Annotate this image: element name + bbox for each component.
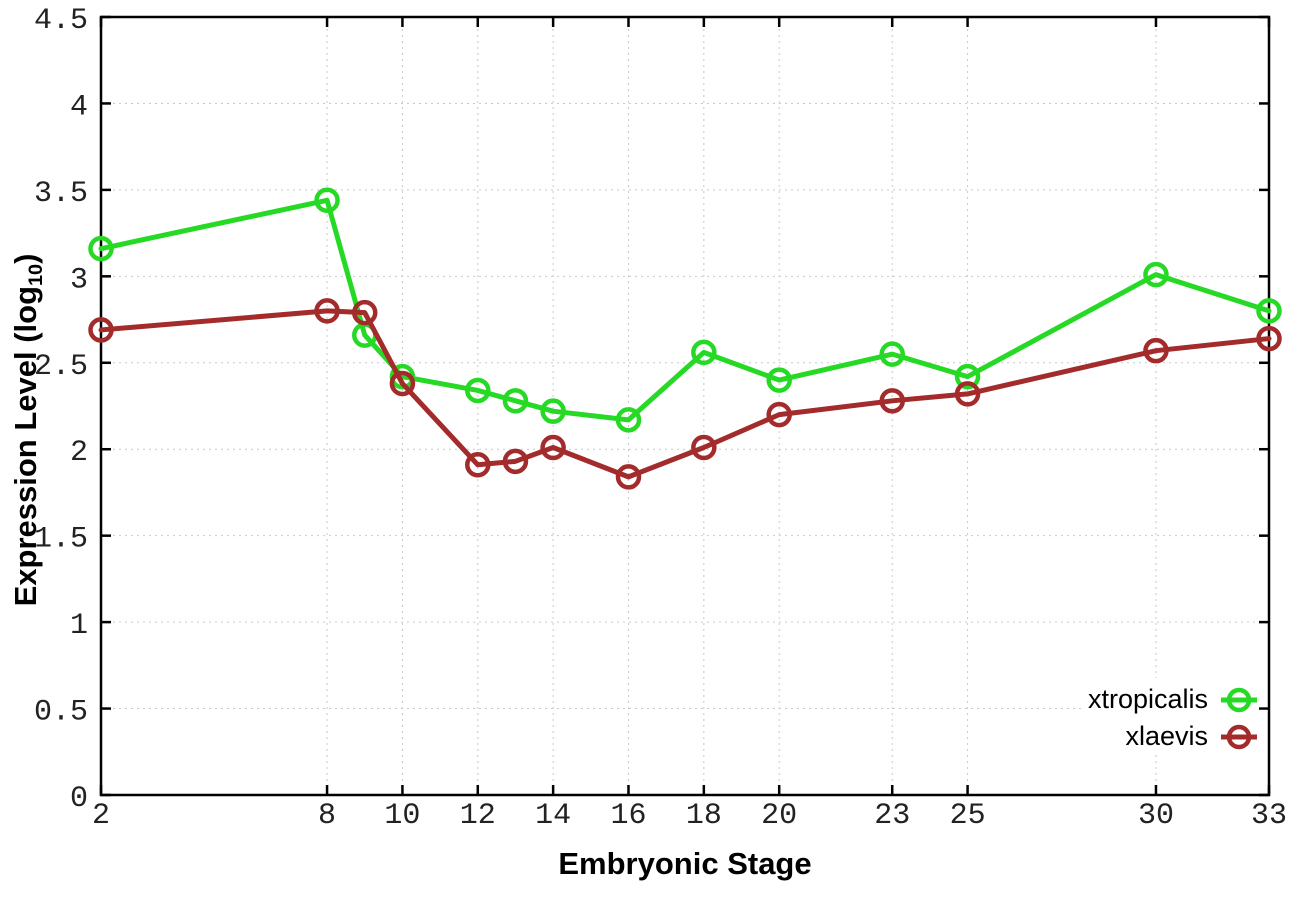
data-point-xtropicalis-stage-18: [691, 339, 717, 366]
data-point-xlaevis-stage-14: [540, 434, 566, 461]
y-axis-title-close: ): [8, 253, 44, 264]
y-axis-title-subscript: 10: [24, 263, 47, 286]
data-point-xtropicalis-stage-33: [1256, 298, 1282, 324]
svg-text:30: 30: [1138, 799, 1174, 833]
svg-text:2.5: 2.5: [34, 350, 88, 384]
data-point-xtropicalis-stage-13: [502, 388, 529, 414]
data-point-xtropicalis-stage-16: [615, 407, 642, 433]
svg-text:10: 10: [384, 799, 420, 833]
data-point-xlaevis-stage-12: [465, 452, 491, 478]
series-xlaevis: [88, 298, 1282, 490]
svg-text:4.5: 4.5: [34, 4, 88, 38]
data-point-xtropicalis-stage-23: [879, 341, 905, 367]
svg-text:18: 18: [686, 799, 722, 833]
tick-marks: [99, 15, 1271, 797]
data-point-xlaevis-stage-23: [879, 388, 905, 414]
data-point-xtropicalis-stage-20: [766, 367, 792, 393]
svg-text:14: 14: [535, 799, 571, 833]
svg-text:3: 3: [70, 263, 88, 297]
data-point-xtropicalis-stage-8: [314, 187, 340, 214]
svg-text:3.5: 3.5: [34, 177, 88, 211]
legend: xtropicalis xlaevis: [1088, 681, 1258, 755]
svg-text:8: 8: [318, 799, 336, 833]
svg-text:4: 4: [70, 90, 88, 124]
data-point-xlaevis-stage-10: [389, 370, 416, 397]
svg-text:1: 1: [70, 609, 88, 643]
svg-text:12: 12: [460, 799, 496, 833]
svg-text:20: 20: [761, 799, 797, 833]
svg-text:2: 2: [92, 799, 110, 833]
data-point-xlaevis-stage-9: [351, 299, 378, 326]
series-line-xtropicalis: [98, 197, 1272, 423]
data-point-xlaevis-stage-8: [314, 298, 340, 324]
data-point-xlaevis-stage-33: [1256, 325, 1282, 352]
data-point-xtropicalis-stage-30: [1143, 261, 1169, 288]
data-point-xlaevis-stage-13: [502, 448, 529, 475]
data-point-xtropicalis-stage-25: [954, 363, 981, 390]
svg-text:23: 23: [874, 799, 910, 833]
x-axis-title: Embryonic Stage: [558, 846, 812, 881]
x-tick-labels: 2 8 10 12 14 16 18 20 23 25 30 33: [92, 799, 1287, 833]
svg-text:1.5: 1.5: [34, 523, 88, 557]
data-point-xtropicalis-stage-14: [540, 398, 566, 424]
y-axis-title-text: Expression Level (log: [8, 285, 44, 607]
legend-label-xlaevis: xlaevis: [1125, 721, 1208, 751]
data-point-xtropicalis-stage-12: [465, 377, 491, 404]
legend-label-xtropicalis: xtropicalis: [1087, 684, 1208, 714]
data-point-xtropicalis-stage-2: [88, 235, 114, 262]
y-tick-labels: 0 0.5 1 1.5 2 2.5 3 3.5 4 4.5: [34, 4, 88, 816]
plot-border: [99, 15, 1271, 797]
legend-item-xtropicalis: xtropicalis: [1088, 681, 1258, 718]
data-point-xlaevis-stage-18: [691, 434, 717, 461]
data-point-xlaevis-stage-2: [88, 317, 114, 343]
data-point-xlaevis-stage-30: [1143, 337, 1169, 364]
data-point-xlaevis-stage-20: [766, 401, 792, 428]
svg-text:2: 2: [70, 436, 88, 470]
svg-text:0: 0: [70, 782, 88, 816]
legend-item-xlaevis: xlaevis: [1088, 718, 1258, 755]
grid-lines: [101, 17, 1269, 795]
series-line-xlaevis: [98, 308, 1272, 480]
data-point-xlaevis-stage-16: [615, 464, 642, 490]
svg-text:25: 25: [950, 799, 986, 833]
data-point-xlaevis-stage-25: [954, 381, 981, 407]
legend-line-circle-icon: [1221, 724, 1257, 749]
svg-text:16: 16: [610, 799, 646, 833]
legend-line-circle-icon: [1221, 687, 1257, 712]
y-axis-title: Expression Level (log10): [8, 254, 48, 607]
svg-text:0.5: 0.5: [34, 696, 88, 730]
series-xtropicalis: [88, 187, 1282, 433]
svg-text:33: 33: [1251, 799, 1287, 833]
